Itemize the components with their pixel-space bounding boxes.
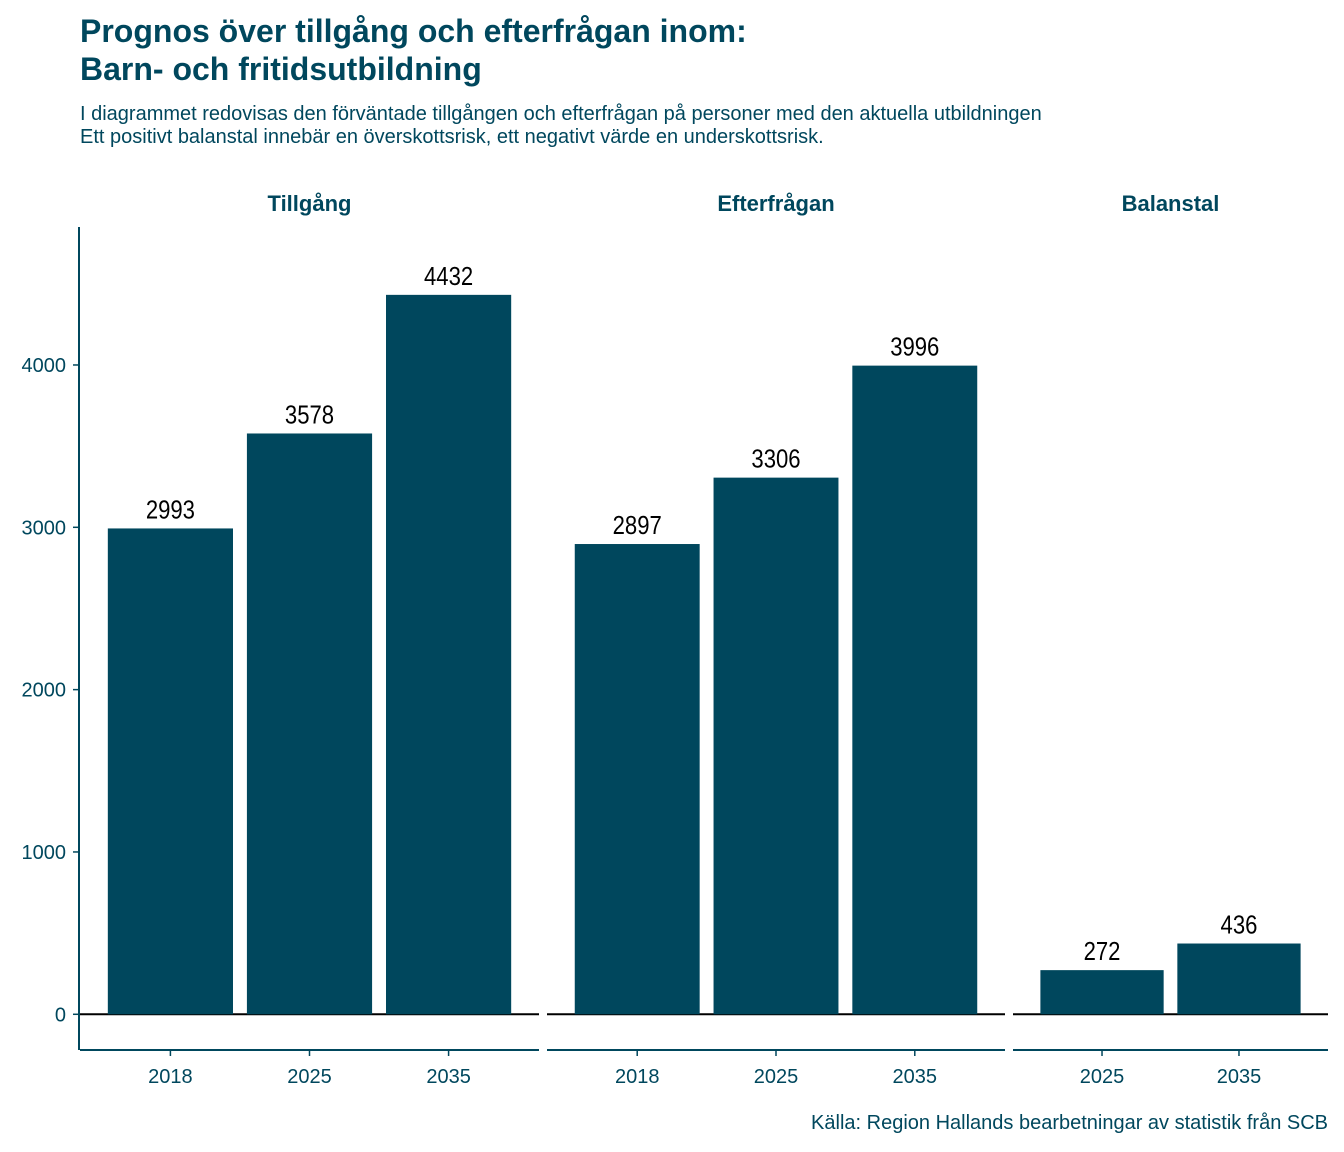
x-tick-label: 2025	[287, 1066, 332, 1088]
panel-title: Efterfrågan	[717, 191, 834, 216]
subtitle-line-1: I diagrammet redovisas den förväntade ti…	[80, 103, 1042, 125]
bar	[1040, 970, 1164, 1015]
panel-title: Balanstal	[1122, 191, 1220, 216]
x-tick-label: 2018	[615, 1066, 660, 1088]
chart-title: Prognos över tillgång och efterfrågan in…	[80, 12, 747, 88]
x-tick-label: 2018	[148, 1066, 193, 1088]
data-label: 272	[1084, 938, 1121, 967]
title-line-1: Prognos över tillgång och efterfrågan in…	[80, 13, 747, 49]
x-tick-label: 2025	[754, 1066, 799, 1088]
data-label: 3578	[285, 401, 334, 430]
data-label: 4432	[424, 262, 473, 291]
x-tick-label: 2025	[1080, 1066, 1125, 1088]
bar	[713, 477, 839, 1015]
chart-subtitle: I diagrammet redovisas den förväntade ti…	[80, 103, 1042, 149]
x-tick-label: 2035	[1217, 1066, 1262, 1088]
title-line-2: Barn- och fritidsutbildning	[80, 51, 482, 87]
y-tick-label: 2000	[22, 680, 67, 702]
panel-title: Tillgång	[268, 191, 352, 216]
data-label: 436	[1221, 911, 1258, 940]
bar	[574, 544, 700, 1015]
bar	[1177, 943, 1301, 1015]
data-label: 2993	[146, 496, 195, 525]
y-tick-label: 1000	[22, 842, 67, 864]
x-tick-label: 2035	[426, 1066, 471, 1088]
subtitle-line-2: Ett positivt balanstal innebär en översk…	[80, 126, 824, 148]
bar	[246, 433, 373, 1015]
bar	[386, 294, 512, 1015]
data-label: 3996	[890, 333, 939, 362]
data-label: 3306	[751, 445, 800, 474]
bar	[107, 528, 233, 1015]
source-caption: Källa: Region Hallands bearbetningar av …	[811, 1112, 1328, 1134]
y-tick-label: 4000	[22, 355, 67, 377]
bar	[852, 365, 978, 1015]
x-tick-label: 2035	[893, 1066, 938, 1088]
y-tick-label: 3000	[22, 517, 67, 539]
data-label: 2897	[613, 511, 662, 540]
y-tick-label: 0	[55, 1004, 66, 1026]
